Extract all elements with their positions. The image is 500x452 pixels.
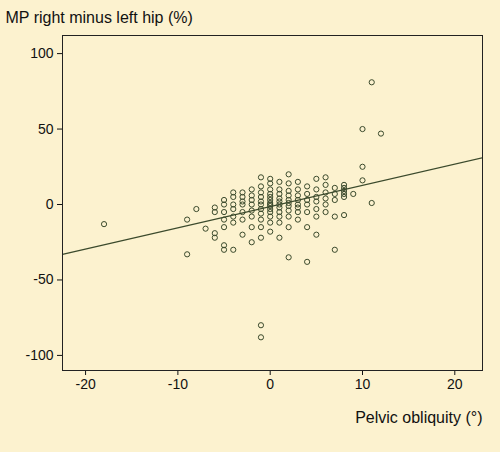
- svg-text:-20: -20: [75, 376, 95, 392]
- svg-text:MP right minus left hip (%): MP right minus left hip (%): [6, 9, 193, 26]
- svg-text:50: 50: [38, 121, 54, 137]
- svg-text:-10: -10: [168, 376, 188, 392]
- svg-text:0: 0: [46, 196, 54, 212]
- svg-text:0: 0: [266, 376, 274, 392]
- svg-text:Pelvic obliquity (°): Pelvic obliquity (°): [355, 409, 482, 426]
- svg-text:-50: -50: [33, 271, 53, 287]
- svg-text:100: 100: [30, 45, 54, 61]
- svg-text:10: 10: [355, 376, 371, 392]
- svg-text:-100: -100: [25, 347, 53, 363]
- svg-text:20: 20: [447, 376, 463, 392]
